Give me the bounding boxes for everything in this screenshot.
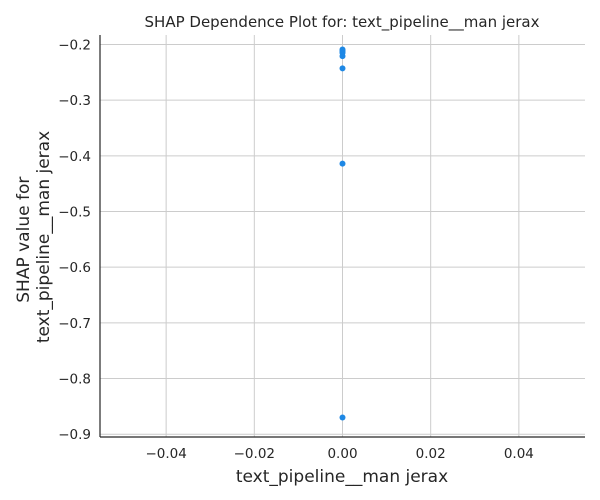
x-tick-label: −0.04 — [145, 446, 186, 462]
x-tick-label: −0.02 — [234, 446, 275, 462]
data-point — [339, 53, 346, 60]
x-axis-label: text_pipeline__man jerax — [236, 467, 448, 487]
y-tick-label: −0.8 — [58, 372, 91, 388]
y-axis-label-line-2: text_pipeline__man jerax — [34, 131, 54, 343]
x-tick-label: 0.02 — [416, 446, 446, 462]
y-axis-label-line-1: SHAP value for — [14, 177, 34, 303]
y-tick-labels: −0.2 −0.3 −0.4 −0.5 −0.6 −0.7 −0.8 −0.9 — [58, 37, 91, 443]
data-point — [339, 65, 346, 72]
data-point — [339, 414, 346, 421]
y-tick-label: −0.6 — [58, 260, 91, 276]
y-tick-label: −0.9 — [58, 427, 91, 443]
y-tick-label: −0.3 — [58, 93, 91, 109]
y-tick-label: −0.5 — [58, 205, 91, 221]
chart-title: SHAP Dependence Plot for: text_pipeline_… — [145, 13, 540, 32]
data-points — [339, 46, 346, 421]
y-axis-label: SHAP value for text_pipeline__man jerax — [14, 131, 54, 343]
data-point — [339, 160, 346, 167]
x-tick-label: 0.00 — [327, 446, 357, 462]
y-tick-label: −0.4 — [58, 149, 91, 165]
x-tick-labels: −0.04 −0.02 0.00 0.02 0.04 — [145, 446, 533, 462]
x-tick-label: 0.04 — [504, 446, 534, 462]
y-tick-label: −0.7 — [58, 316, 91, 332]
axes — [99, 35, 585, 438]
grid — [100, 35, 585, 437]
y-tick-label: −0.2 — [58, 37, 91, 53]
